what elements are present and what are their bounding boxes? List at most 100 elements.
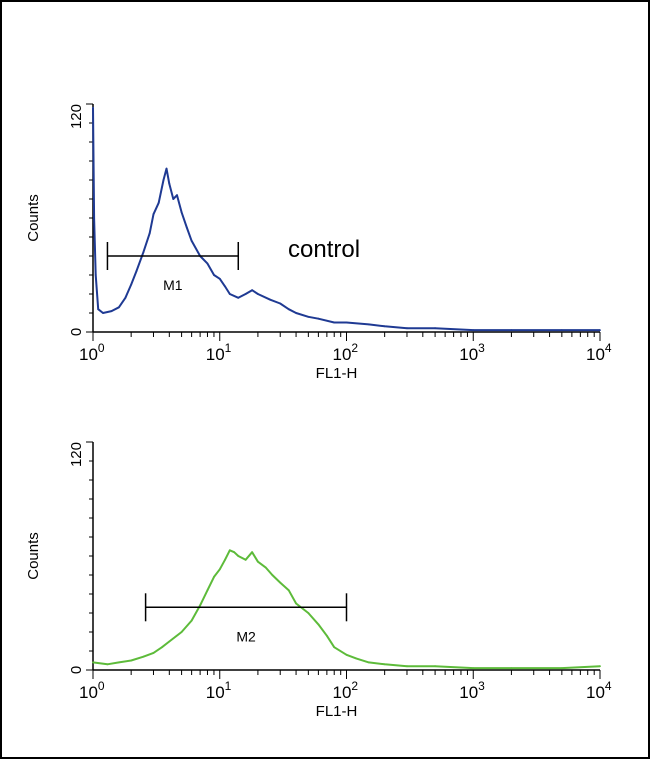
- x-tick-label: 103: [459, 341, 485, 364]
- y-tick-label-max: 120: [68, 442, 85, 467]
- histogram-point: [162, 179, 165, 181]
- y-axis-label: Counts: [25, 532, 42, 580]
- histogram-point: [406, 327, 408, 330]
- histogram-point: [93, 217, 95, 219]
- annotation-label: control: [288, 236, 360, 263]
- histogram-point: [213, 576, 215, 578]
- histogram-point: [176, 194, 178, 197]
- histogram-point: [279, 302, 282, 305]
- histogram-point: [165, 167, 168, 170]
- x-axis-label: FL1-H: [316, 365, 358, 382]
- histogram-point: [92, 106, 94, 109]
- histogram-point: [367, 323, 370, 326]
- histogram-point: [168, 640, 171, 643]
- histogram-point: [130, 283, 133, 286]
- histogram-point: [333, 646, 336, 649]
- x-tick-label: 102: [333, 679, 359, 702]
- histogram-point: [269, 298, 272, 301]
- histogram-point: [199, 604, 202, 607]
- histogram-point: [510, 667, 513, 669]
- histogram-point: [560, 667, 563, 669]
- histogram-point: [224, 285, 226, 288]
- histogram-panel-1: 120 0 Counts 100 101 102 103 104 FL1-H M1 control: [25, 103, 612, 382]
- histogram-point: [228, 549, 231, 552]
- histogram-point: [287, 308, 290, 311]
- histogram-point: [271, 574, 274, 576]
- x-tick-label: 104: [586, 341, 612, 364]
- histogram-point: [257, 560, 259, 563]
- x-axis-label: FL1-H: [316, 703, 358, 720]
- histogram-panel-2: 120 0 Counts 100 101 102 103 104 FL1-H M2: [25, 441, 612, 720]
- histogram-point: [218, 568, 221, 571]
- gate-label: M2: [236, 628, 256, 644]
- y-tick-label-max: 120: [68, 104, 85, 129]
- histogram-point: [97, 308, 100, 311]
- histogram-point: [237, 296, 240, 299]
- histogram-point: [560, 329, 563, 331]
- histogram-point: [157, 201, 160, 204]
- x-tick-label: 101: [206, 341, 232, 364]
- y-tick-label-min: 0: [68, 328, 85, 336]
- histogram-point: [307, 315, 310, 318]
- histogram-point: [148, 232, 151, 235]
- histogram-point: [244, 293, 247, 295]
- histogram-point: [172, 198, 175, 200]
- histogram-point: [224, 558, 226, 561]
- histogram-point: [135, 270, 138, 273]
- histogram-point: [326, 634, 328, 637]
- histogram-point: [118, 661, 120, 664]
- histogram-point: [317, 317, 320, 320]
- histogram-point: [307, 612, 310, 614]
- histogram-point: [237, 555, 240, 557]
- y-tick-label-min: 0: [68, 666, 85, 674]
- histogram-point: [124, 296, 127, 299]
- histogram-point: [599, 329, 601, 331]
- x-tick-label: 102: [333, 341, 359, 364]
- histogram-point: [434, 327, 436, 330]
- histogram-line: [92, 549, 601, 670]
- histogram-point: [287, 589, 290, 592]
- histogram-point: [295, 602, 297, 605]
- histogram-point: [333, 321, 336, 324]
- histogram-point: [345, 321, 348, 324]
- histogram-point: [233, 551, 236, 554]
- x-tick-label: 101: [206, 679, 232, 702]
- histogram-point: [345, 653, 348, 656]
- histogram-point: [206, 589, 209, 592]
- histogram-point: [206, 262, 209, 265]
- histogram-point: [257, 293, 259, 295]
- histogram-point: [434, 665, 436, 668]
- histogram-point: [383, 663, 386, 666]
- histogram-point: [264, 566, 267, 569]
- x-tick-label: 100: [79, 679, 105, 702]
- histogram-point: [118, 306, 120, 309]
- histogram-point: [152, 652, 155, 654]
- histogram-point: [317, 623, 320, 626]
- histogram-point: [190, 239, 193, 242]
- histogram-point: [367, 661, 370, 664]
- histogram-point: [161, 646, 163, 649]
- histogram-point: [92, 661, 94, 664]
- x-tick-label: 104: [586, 679, 612, 702]
- y-axis-label: Counts: [25, 194, 42, 242]
- histogram-point: [406, 665, 408, 668]
- histogram-point: [190, 619, 193, 622]
- x-tick-label: 103: [459, 679, 485, 702]
- histogram-line: [92, 107, 600, 332]
- histogram-point: [168, 182, 171, 185]
- histogram-point: [472, 329, 475, 331]
- histogram-point: [180, 631, 183, 633]
- histogram-point: [472, 667, 475, 669]
- histogram-point: [142, 251, 145, 254]
- histogram-point: [94, 274, 97, 276]
- histogram-point: [102, 312, 104, 314]
- histogram-point: [130, 659, 133, 662]
- histogram-point: [152, 213, 155, 216]
- histogram-point: [106, 663, 109, 666]
- histogram-point: [383, 325, 386, 328]
- histogram-point: [180, 211, 183, 214]
- histogram-point: [142, 655, 145, 658]
- x-tick-label: 100: [79, 341, 105, 364]
- histogram-point: [213, 274, 215, 276]
